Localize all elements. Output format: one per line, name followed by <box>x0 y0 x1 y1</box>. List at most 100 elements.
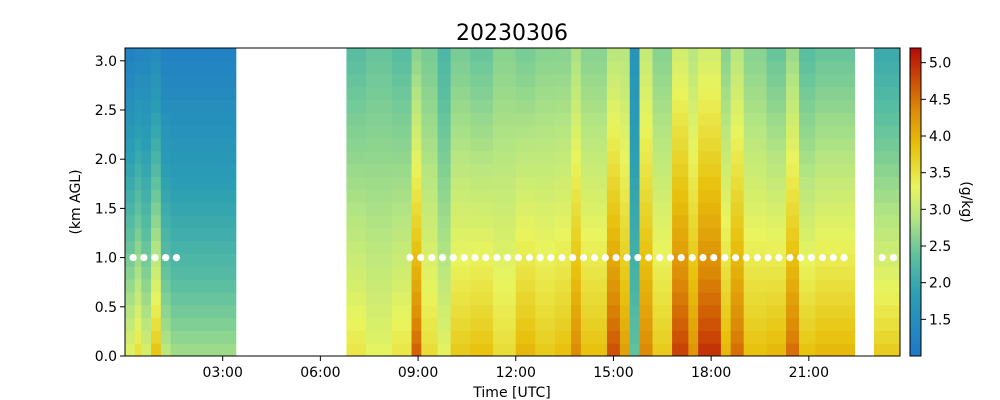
heatmap-cell <box>392 291 413 306</box>
heatmap-cell <box>134 202 142 216</box>
marker-point <box>590 254 599 262</box>
heatmap-cell <box>151 73 162 88</box>
heatmap-cells <box>125 48 900 356</box>
heatmap-cell <box>141 48 152 62</box>
marker-point <box>129 254 137 262</box>
heatmap-cell <box>571 202 582 216</box>
heatmap-cell <box>392 73 413 88</box>
heatmap-cell <box>421 112 439 126</box>
heatmap-cell <box>151 202 162 216</box>
heatmap-cell <box>672 86 689 100</box>
heatmap-cell <box>535 150 556 165</box>
heatmap-cell <box>160 343 172 356</box>
heatmap-cell <box>698 240 722 254</box>
heatmap-cell <box>799 227 816 242</box>
heatmap-cell <box>688 48 699 62</box>
heatmap-cell <box>515 99 536 113</box>
heatmap-cell <box>437 330 452 344</box>
heatmap-cell <box>421 189 439 203</box>
heatmap-cell <box>141 125 152 139</box>
heatmap-cell <box>873 99 900 113</box>
heatmap-cell <box>619 240 631 254</box>
heatmap-cell <box>652 330 673 344</box>
heatmap-cell <box>392 176 413 190</box>
heatmap-cell <box>629 279 641 293</box>
heatmap-cell <box>629 163 641 177</box>
heatmap-cell <box>688 304 699 319</box>
heatmap-cell <box>141 304 152 319</box>
heatmap-cell <box>766 189 787 203</box>
colorbar-tick-label: 4.0 <box>929 129 951 145</box>
heatmap-cell <box>535 279 556 293</box>
heatmap-cell <box>535 291 556 306</box>
colorbar-tick-label: 2.5 <box>929 239 951 255</box>
heatmap-cell <box>134 291 142 306</box>
heatmap-cell <box>652 99 673 113</box>
heatmap-cell <box>125 86 136 100</box>
heatmap-cell <box>470 202 494 216</box>
heatmap-cell <box>672 125 689 139</box>
heatmap-cell <box>629 112 641 126</box>
heatmap-cell <box>365 137 393 152</box>
heatmap-cell <box>619 60 631 75</box>
heatmap-cell <box>554 137 572 152</box>
heatmap-cell <box>571 73 582 88</box>
heatmap-cell <box>141 291 152 306</box>
heatmap-cell <box>786 99 800 113</box>
heatmap-cell <box>160 202 172 216</box>
heatmap-cell <box>672 99 689 113</box>
heatmap-cell <box>411 304 422 319</box>
heatmap-cell <box>720 304 732 319</box>
heatmap-cell <box>619 189 631 203</box>
heatmap-cell <box>492 137 517 152</box>
heatmap-cell <box>815 330 856 344</box>
heatmap-cell <box>346 279 367 293</box>
heatmap-cell <box>160 240 172 254</box>
heatmap-cell <box>580 291 608 306</box>
marker-point <box>525 254 534 262</box>
heatmap-cell <box>688 163 699 177</box>
heatmap-cell <box>639 227 654 242</box>
heatmap-cell <box>652 214 673 229</box>
heatmap-cell <box>799 99 816 113</box>
marker-point <box>428 254 436 262</box>
heatmap-cell <box>606 99 621 113</box>
x-axis: 03:00 06:00 09:00 12:00 15:00 18:00 21:00 <box>203 356 829 381</box>
heatmap-cell <box>515 266 536 280</box>
heatmap-cell <box>730 330 745 344</box>
heatmap-cell <box>160 266 172 280</box>
heatmap-cell <box>799 317 816 331</box>
heatmap-cell <box>766 60 787 75</box>
heatmap-cell <box>720 48 732 62</box>
heatmap-cell <box>535 125 556 139</box>
heatmap-cell <box>450 150 471 165</box>
heatmap-cell <box>421 240 439 254</box>
heatmap-cell <box>629 86 641 100</box>
marker-point <box>645 254 653 262</box>
heatmap-cell <box>720 189 732 203</box>
heatmap-cell <box>873 227 900 242</box>
heatmap-cell <box>639 202 654 216</box>
heatmap-cell <box>492 279 517 293</box>
heatmap-cell <box>743 60 768 75</box>
heatmap-cell <box>571 240 582 254</box>
heatmap-cell <box>639 60 654 75</box>
heatmap-cell <box>170 176 237 190</box>
heatmap-cell <box>411 137 422 152</box>
heatmap-cell <box>619 99 631 113</box>
heatmap-cell <box>698 227 722 242</box>
heatmap-cell <box>160 189 172 203</box>
heatmap-cell <box>766 266 787 280</box>
heatmap-cell <box>730 202 745 216</box>
heatmap-cell <box>535 343 556 356</box>
heatmap-cell <box>554 163 572 177</box>
heatmap-cell <box>815 137 856 152</box>
heatmap-cell <box>437 137 452 152</box>
y-tick-label: 0.5 <box>95 300 117 316</box>
heatmap-cell <box>606 86 621 100</box>
marker-point <box>878 254 886 262</box>
heatmap-cell <box>125 304 136 319</box>
heatmap-cell <box>515 125 536 139</box>
heatmap-cell <box>411 240 422 254</box>
